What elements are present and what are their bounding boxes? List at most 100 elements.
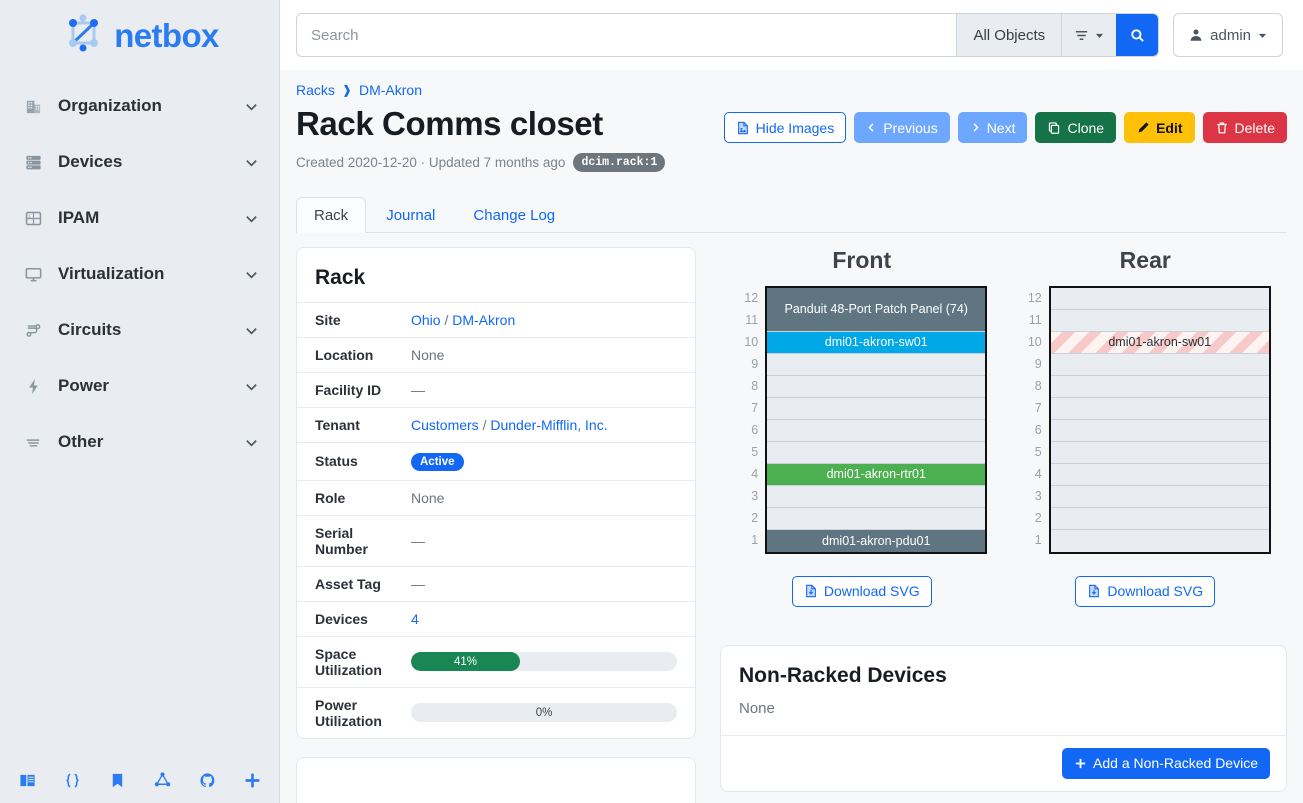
front-title: Front [832, 246, 892, 273]
rack-unit-device[interactable]: Panduit 48-Port Patch Panel (74) [767, 287, 986, 332]
rack-unit-empty[interactable] [1050, 507, 1269, 530]
page-subtitle: Created 2020-12-20 · Updated 7 months ag… [296, 152, 666, 172]
add-non-racked-device-button[interactable]: Add a Non-Racked Device [1062, 747, 1270, 779]
rack-unit-empty[interactable] [1050, 485, 1269, 508]
brand-logo[interactable]: netbox [0, 0, 279, 66]
row-key: Devices [297, 600, 405, 637]
row-value: None [405, 336, 695, 373]
breadcrumb-item-racks[interactable]: Racks [296, 82, 335, 98]
chevron-down-icon[interactable] [244, 435, 259, 450]
user-menu-button[interactable]: admin [1173, 13, 1283, 57]
space-utilization-bar: 41% [411, 652, 677, 672]
row-key: Power Utilization [297, 686, 405, 738]
next-label: Next [986, 119, 1016, 136]
rack-unit-number: 12 [1027, 290, 1042, 305]
rack-unit-empty[interactable] [767, 353, 986, 376]
tab-journal[interactable]: Journal [386, 206, 436, 224]
page-title: Rack Comms closet [296, 105, 603, 142]
ip-grid-icon: 1 [22, 208, 44, 228]
site-link[interactable]: DM-Akron [452, 311, 516, 328]
search-submit-button[interactable] [1116, 14, 1159, 56]
sidebar-item-ipam[interactable]: 1 IPAM [0, 190, 279, 246]
object-id-badge: dcim.rack:1 [573, 152, 666, 172]
rack-unit-empty[interactable] [1050, 419, 1269, 442]
separator: / [444, 311, 449, 328]
rack-unit-empty[interactable] [1050, 353, 1269, 376]
previous-button[interactable]: Previous [854, 112, 950, 143]
rack-unit-empty[interactable] [1050, 287, 1269, 310]
sidebar-item-devices[interactable]: Devices [0, 134, 279, 190]
slack-icon[interactable] [244, 772, 261, 789]
chevron-down-icon[interactable] [244, 155, 259, 170]
rack-unit-empty[interactable] [1050, 463, 1269, 486]
rack-attributes-table: Site Ohio / DM-Akron Location None [297, 301, 695, 738]
image-icon [736, 121, 750, 135]
graphql-icon[interactable] [154, 771, 171, 789]
rack-unit-device[interactable]: dmi01-akron-pdu01 [767, 529, 986, 552]
rack-unit-device[interactable]: dmi01-akron-rtr01 [767, 463, 986, 486]
rack-unit-empty[interactable] [1050, 397, 1269, 420]
content-columns: Rack Site Ohio / DM-Akron Location [296, 246, 1287, 803]
chevron-down-icon[interactable] [244, 267, 259, 282]
table-row: Serial Number — [297, 514, 695, 567]
rack-unit-empty[interactable] [1050, 375, 1269, 398]
bookmark-icon[interactable] [109, 772, 126, 789]
front-unit-numbers: 12 11 10 9 8 7 6 5 4 3 2 1 [736, 286, 758, 554]
rack-unit-empty[interactable] [767, 507, 986, 530]
rack-unit-empty[interactable] [1050, 441, 1269, 464]
netbox-logo-icon [60, 13, 106, 57]
non-racked-footer: Add a Non-Racked Device [721, 734, 1286, 791]
rack-unit-empty[interactable] [767, 419, 986, 442]
clone-label: Clone [1067, 119, 1105, 136]
sidebar-item-organization[interactable]: Organization [0, 78, 279, 134]
rack-unit-empty[interactable] [767, 375, 986, 398]
chevron-down-icon[interactable] [244, 379, 259, 394]
tab-rack[interactable]: Rack [296, 196, 367, 233]
rack-unit-device[interactable]: dmi01-akron-sw01 [1050, 331, 1269, 354]
tenant-link[interactable]: Dunder-Mifflin, Inc. [490, 416, 608, 433]
created-updated-text: Created 2020-12-20 · Updated 7 months ag… [296, 154, 566, 170]
breadcrumb-item-dm-akron[interactable]: DM-Akron [358, 82, 422, 98]
object-scope-dropdown[interactable]: All Objects [956, 14, 1062, 56]
devices-count-link[interactable]: 4 [411, 610, 419, 627]
rack-unit-empty[interactable] [1050, 529, 1269, 552]
rack-unit-empty[interactable] [767, 441, 986, 464]
download-svg-front-button[interactable]: Download SVG [791, 575, 932, 607]
hide-images-button[interactable]: Hide Images [723, 112, 847, 143]
sidebar-item-power[interactable]: Power [0, 358, 279, 414]
space-utilization-label-wrap: 41% [411, 652, 520, 671]
left-column: Rack Site Ohio / DM-Akron Location [296, 246, 696, 803]
chevron-down-icon[interactable] [244, 99, 259, 114]
clone-button[interactable]: Clone [1035, 112, 1117, 143]
docs-book-icon[interactable] [19, 772, 36, 789]
chevron-left-icon [866, 122, 877, 133]
rack-unit-device[interactable]: dmi01-akron-sw01 [767, 331, 986, 354]
rack-unit-empty[interactable] [767, 397, 986, 420]
rack-unit-empty[interactable] [767, 485, 986, 508]
table-row: Tenant Customers / Dunder-Mifflin, Inc. [297, 406, 695, 443]
row-value: Ohio / DM-Akron [405, 301, 695, 338]
sidebar-item-other[interactable]: Other [0, 414, 279, 470]
table-row: Devices 4 [297, 600, 695, 637]
delete-button[interactable]: Delete [1202, 112, 1287, 143]
chevron-down-icon[interactable] [244, 323, 259, 338]
next-button[interactable]: Next [957, 112, 1028, 143]
tab-change-log[interactable]: Change Log [473, 206, 556, 224]
table-row: Asset Tag — [297, 565, 695, 602]
tenant-group-link[interactable]: Customers [411, 416, 479, 433]
download-svg-rear-button[interactable]: Download SVG [1075, 575, 1216, 607]
api-braces-icon[interactable] [64, 772, 81, 789]
rear-rack-box: dmi01-akron-sw01 [1048, 285, 1271, 554]
rack-unit-number: 10 [744, 334, 759, 349]
edit-button[interactable]: Edit [1124, 112, 1195, 143]
site-group-link[interactable]: Ohio [411, 311, 441, 328]
sidebar-item-circuits[interactable]: Circuits [0, 302, 279, 358]
sidebar-item-virtualization[interactable]: Virtualization [0, 246, 279, 302]
sidebar-item-label: IPAM [58, 208, 100, 227]
search-input[interactable] [297, 14, 957, 56]
front-elevation-diagram: 12 11 10 9 8 7 6 5 4 3 2 1 Panduit 48-Port Patch Pa… [736, 285, 988, 554]
rack-unit-empty[interactable] [1050, 309, 1269, 332]
chevron-down-icon[interactable] [244, 211, 259, 226]
github-icon[interactable] [199, 772, 216, 789]
filter-dropdown-button[interactable] [1061, 14, 1117, 56]
